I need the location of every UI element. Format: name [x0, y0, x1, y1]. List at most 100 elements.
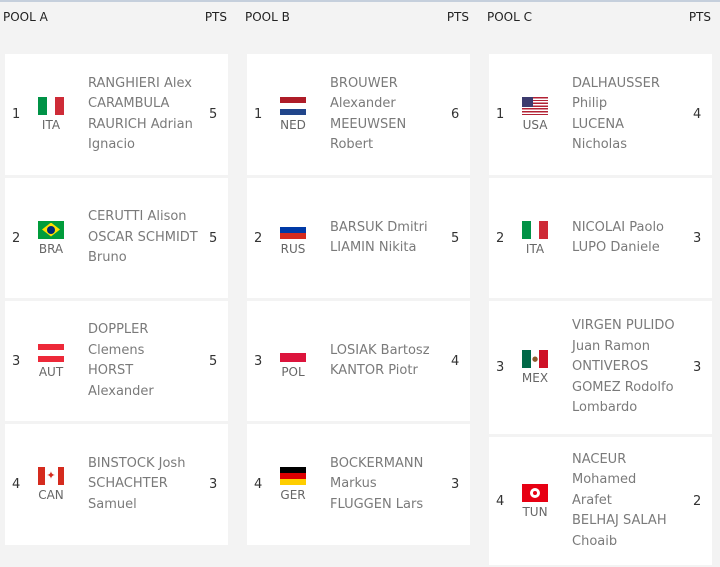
pool-title: POOL B — [245, 10, 290, 24]
player-names: DALHAUSSER Philip LUCENA Nicholas — [572, 74, 692, 156]
team-points: 5 — [451, 230, 460, 246]
country-code: RUS — [280, 241, 306, 256]
poland-flag-icon — [280, 343, 306, 362]
pool-title: POOL A — [3, 10, 48, 24]
team-rank: 4 — [254, 477, 263, 492]
pool-column: POOL B PTS 1 NED BROUWER Alexander MEEUWSEN… — [245, 2, 470, 545]
team-row[interactable]: 3 ● MEX VIRGEN PULIDO Juan Ramon ONTIVEROS… — [489, 301, 712, 434]
italy-flag-icon — [522, 220, 548, 239]
team-rank: 4 — [496, 493, 505, 509]
germany-flag-icon — [280, 467, 306, 485]
austria-flag-icon — [38, 343, 64, 362]
team-rank: 2 — [12, 230, 21, 246]
team-points: 4 — [451, 353, 460, 369]
player-name-line: RANGHIERI Alex — [88, 75, 192, 91]
player-name-line: Markus — [330, 476, 377, 492]
team-points: 3 — [451, 477, 460, 492]
team-points: 4 — [693, 107, 702, 122]
player-name-line: LOSIAK Bartosz — [330, 342, 430, 358]
usa-flag-icon — [522, 97, 548, 115]
country-code: NED — [280, 118, 306, 132]
pool-title: POOL C — [487, 10, 533, 24]
player-name-line: FLUGGEN Lars — [330, 496, 424, 512]
player-name-line: Philip — [572, 96, 608, 111]
pool-header: POOL B PTS — [243, 2, 471, 32]
player-names: BROUWER Alexander MEEUWSEN Robert — [330, 74, 450, 156]
player-name-line: RAURICH Adrian — [88, 116, 193, 132]
player-name-line: VIRGEN PULIDO — [572, 318, 675, 334]
team-row[interactable]: 2 BRA CERUTTI Alison OSCAR SCHMIDT Bruno 5 — [5, 178, 228, 298]
team-row[interactable]: 1 ITA RANGHIERI Alex CARAMBULA RAURICH Adr… — [5, 54, 228, 175]
player-name-line: DOPPLER — [88, 322, 149, 337]
team-rank: 2 — [254, 230, 263, 246]
player-names: BOCKERMANN Markus FLUGGEN Lars — [330, 454, 450, 516]
player-names: BARSUK Dmitri LIAMIN Nikita — [330, 218, 450, 259]
player-name-line: Nicholas — [572, 137, 628, 152]
netherlands-flag-icon — [280, 97, 306, 115]
team-rank: 3 — [12, 353, 21, 369]
team-row[interactable]: 1 NED BROUWER Alexander MEEUWSEN Robert 6 — [247, 54, 470, 175]
pool-header: POOL A PTS — [1, 2, 229, 32]
team-row[interactable]: 1 USA DALHAUSSER Philip LUCENA Nicholas 4 — [489, 54, 712, 175]
player-names: CERUTTI Alison OSCAR SCHMIDT Bruno — [88, 207, 208, 269]
player-names: LOSIAK Bartosz KANTOR Piotr — [330, 341, 450, 382]
tunisia-flag-icon — [522, 483, 548, 502]
player-name-line: LIAMIN Nikita — [330, 240, 417, 255]
player-name-line: Bruno — [88, 250, 127, 266]
team-rank: 1 — [496, 107, 505, 122]
russia-flag-icon — [280, 220, 306, 239]
italy-flag-icon — [38, 97, 64, 115]
team-points: 3 — [693, 230, 702, 246]
team-row[interactable]: 2 ITA NICOLAI Paolo LUPO Daniele 3 — [489, 178, 712, 298]
team-rank: 4 — [12, 477, 21, 492]
pts-header: PTS — [204, 10, 227, 24]
country-code: TUN — [522, 504, 548, 519]
player-name-line: BELHAJ SALAH — [572, 513, 667, 529]
player-name-line: Juan Ramon — [572, 338, 650, 354]
player-name-line: Ignacio — [88, 137, 136, 152]
team-row[interactable]: 3 AUT DOPPLER Clemens HORST Alexander 5 — [5, 301, 228, 421]
player-name-line: DALHAUSSER — [572, 75, 660, 91]
country-code: GER — [280, 488, 306, 502]
team-points: 3 — [693, 360, 702, 375]
player-name-line: Lombardo — [572, 400, 638, 416]
team-points: 3 — [209, 477, 218, 492]
team-points: 5 — [209, 230, 218, 246]
player-name-line: KANTOR Piotr — [330, 363, 418, 378]
pool-header: POOL C PTS — [485, 2, 713, 32]
team-row[interactable]: 4 GER BOCKERMANN Markus FLUGGEN Lars 3 — [247, 424, 470, 545]
team-rank: 3 — [496, 360, 505, 375]
pool-column: POOL A PTS 1 ITA RANGHIERI Alex CARAMBULA R… — [3, 2, 228, 545]
team-row[interactable]: 4 ✦ CAN BINSTOCK Josh SCHACHTER Samuel 3 — [5, 424, 228, 545]
country-code: MEX — [521, 371, 549, 385]
player-name-line: Mohamed — [572, 472, 637, 488]
team-rank: 1 — [12, 107, 21, 122]
player-names: NACEUR Mohamed Arafet BELHAJ SALAH Choaib — [572, 450, 692, 553]
player-names: RANGHIERI Alex CARAMBULA RAURICH Adrian Ign… — [88, 74, 208, 156]
canada-flag-icon: ✦ — [38, 467, 64, 485]
player-name-line: MEEUWSEN — [330, 116, 407, 132]
team-rank: 2 — [496, 230, 505, 246]
player-name-line: Robert — [330, 137, 374, 152]
team-row[interactable]: 2 RUS BARSUK Dmitri LIAMIN Nikita 5 — [247, 178, 470, 298]
team-points: 5 — [209, 107, 218, 122]
player-name-line: LUPO Daniele — [572, 240, 660, 255]
player-name-line: Samuel — [88, 496, 137, 512]
player-name-line: CERUTTI Alison — [88, 209, 187, 225]
player-name-line: Alexander — [330, 96, 396, 111]
pts-header: PTS — [446, 10, 469, 24]
player-name-line: BARSUK Dmitri — [330, 219, 428, 235]
player-name-line: CARAMBULA — [88, 96, 170, 111]
player-name-line: ONTIVEROS — [572, 359, 649, 375]
team-row[interactable]: 4 TUN NACEUR Mohamed Arafet BELHAJ SALAH Cho… — [489, 437, 712, 565]
player-name-line: SCHACHTER — [88, 476, 168, 492]
player-names: VIRGEN PULIDO Juan Ramon ONTIVEROS GOMEZ Ro… — [572, 316, 692, 419]
team-row[interactable]: 3 POL LOSIAK Bartosz KANTOR Piotr 4 — [247, 301, 470, 421]
country-code: CAN — [38, 488, 64, 502]
team-points: 6 — [451, 107, 460, 122]
pool-column: POOL C PTS 1 USA DALHAUSSER Philip LUCENA Ni… — [487, 2, 712, 565]
player-name-line: HORST — [88, 363, 134, 378]
player-name-line: Clemens — [88, 342, 145, 358]
player-name-line: OSCAR SCHMIDT — [88, 229, 198, 245]
player-name-line: Alexander — [88, 383, 154, 399]
